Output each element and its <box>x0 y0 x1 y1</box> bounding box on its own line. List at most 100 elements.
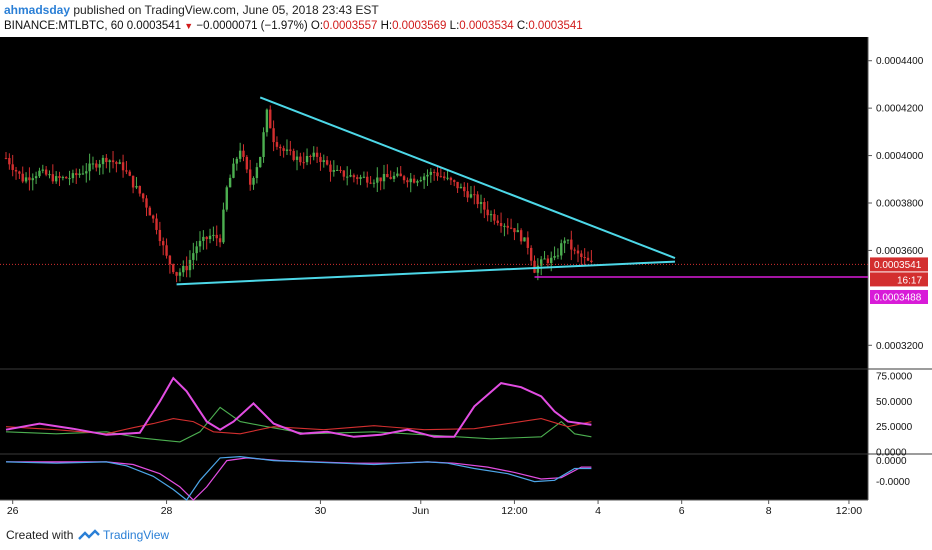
candle-body <box>205 236 208 240</box>
footer: Created with TradingView <box>0 522 932 550</box>
candle-body <box>442 176 446 179</box>
chart-area[interactable]: 0.0004400 0.0004200 0.0004000 0.0003800 0.00… <box>0 37 932 522</box>
candle-body <box>85 171 88 174</box>
candle-body <box>58 176 61 178</box>
candle-body <box>399 173 402 177</box>
close-value: 0.0003541 <box>528 20 583 32</box>
candle-body <box>335 169 339 171</box>
candle-body <box>31 178 34 181</box>
time-tick-label: 12:00 <box>836 505 862 517</box>
candle-body <box>121 162 125 171</box>
candle-body <box>138 186 141 194</box>
candle-body <box>172 264 175 273</box>
candle-body <box>486 209 489 216</box>
support-price-tag <box>870 289 928 304</box>
candle-body <box>376 177 379 183</box>
candle-body <box>272 128 275 143</box>
candle-body <box>560 243 563 256</box>
candle-body <box>372 182 376 184</box>
candle-body <box>469 194 473 198</box>
down-arrow-icon: ▼ <box>184 21 194 31</box>
price-pane <box>0 96 868 286</box>
candle-body <box>446 177 449 179</box>
macd-line <box>5 455 592 501</box>
candle-body <box>111 160 115 163</box>
candle-body <box>362 176 366 178</box>
candle-body <box>332 170 336 172</box>
candle-body <box>105 157 108 163</box>
candle-body <box>315 152 319 157</box>
candle-body <box>529 247 533 261</box>
price-tick-label: 0.0004400 <box>876 56 924 67</box>
candle-body <box>422 176 426 181</box>
price-tick-label: 0.0003200 <box>876 341 924 352</box>
candle-body <box>24 177 28 182</box>
macd-pane <box>5 455 592 501</box>
candle-body <box>590 260 593 263</box>
indicator-tick-label: 25.0000 <box>876 422 913 433</box>
candle-body <box>386 173 389 178</box>
tradingview-brand-link[interactable]: TradingView <box>103 528 170 542</box>
price-tick-label: 0.0004200 <box>876 104 924 115</box>
candle-body <box>175 272 178 276</box>
time-tick-label: 26 <box>7 505 19 517</box>
low-value: 0.0003534 <box>459 20 514 32</box>
candle-body <box>118 162 121 164</box>
candle-body <box>28 177 31 181</box>
candle-body <box>479 202 483 205</box>
candle-body <box>476 194 479 205</box>
candle-body <box>493 214 496 221</box>
candle-body <box>232 163 235 178</box>
candle-body <box>319 156 322 163</box>
candle-body <box>21 173 24 182</box>
created-with-text: Created with <box>6 528 74 542</box>
candle-body <box>499 222 503 227</box>
macd-tick-label: -0.0000 <box>876 477 910 488</box>
candle-body <box>543 258 546 260</box>
candle-body <box>155 218 158 230</box>
candle-body <box>282 148 285 151</box>
candle-body <box>165 245 168 256</box>
open-value: 0.0003557 <box>323 20 378 32</box>
symbol-label[interactable]: BINANCE:MTLBTC, 60 <box>4 20 124 32</box>
candle-body <box>8 158 11 165</box>
last-price-tag-label: 0.0003541 <box>874 260 922 271</box>
candle-body <box>125 170 128 172</box>
candle-body <box>426 174 429 177</box>
candle-body <box>556 255 560 257</box>
candle-body <box>131 175 135 188</box>
candle-body <box>245 156 249 170</box>
candle-body <box>516 230 519 233</box>
candle-body <box>215 234 218 239</box>
candle-body <box>459 186 463 189</box>
axes: 0.0004400 0.0004200 0.0004000 0.0003800 0.00… <box>7 56 928 517</box>
candle-body <box>496 220 499 223</box>
candle-body <box>513 228 516 233</box>
candle-body <box>453 180 456 182</box>
candle-body <box>265 109 269 133</box>
candle-body <box>4 157 8 159</box>
candle-body <box>235 158 239 164</box>
author-link[interactable]: ahmadsday <box>4 3 71 17</box>
candle-body <box>222 209 225 243</box>
high-label: H: <box>380 20 393 32</box>
candle-body <box>429 171 433 175</box>
candle-body <box>536 265 540 273</box>
candle-body <box>299 156 302 163</box>
candle-body <box>329 164 332 172</box>
open-label: O: <box>310 20 324 32</box>
candle-body <box>279 146 282 149</box>
trendline-lower <box>176 260 676 286</box>
candle-body <box>526 237 530 248</box>
candle-body <box>192 253 195 260</box>
candle-body <box>416 181 419 183</box>
candle-body <box>576 250 580 254</box>
candle-body <box>101 157 105 165</box>
candle-body <box>563 240 566 244</box>
ohlc-legend: BINANCE:MTLBTC, 60 0.0003541 ▼ −0.000007… <box>4 20 583 32</box>
time-tick-label: 8 <box>766 505 772 517</box>
candle-body <box>68 178 71 180</box>
candle-body <box>95 163 98 168</box>
candle-body <box>392 175 396 179</box>
candle-body <box>185 266 188 271</box>
